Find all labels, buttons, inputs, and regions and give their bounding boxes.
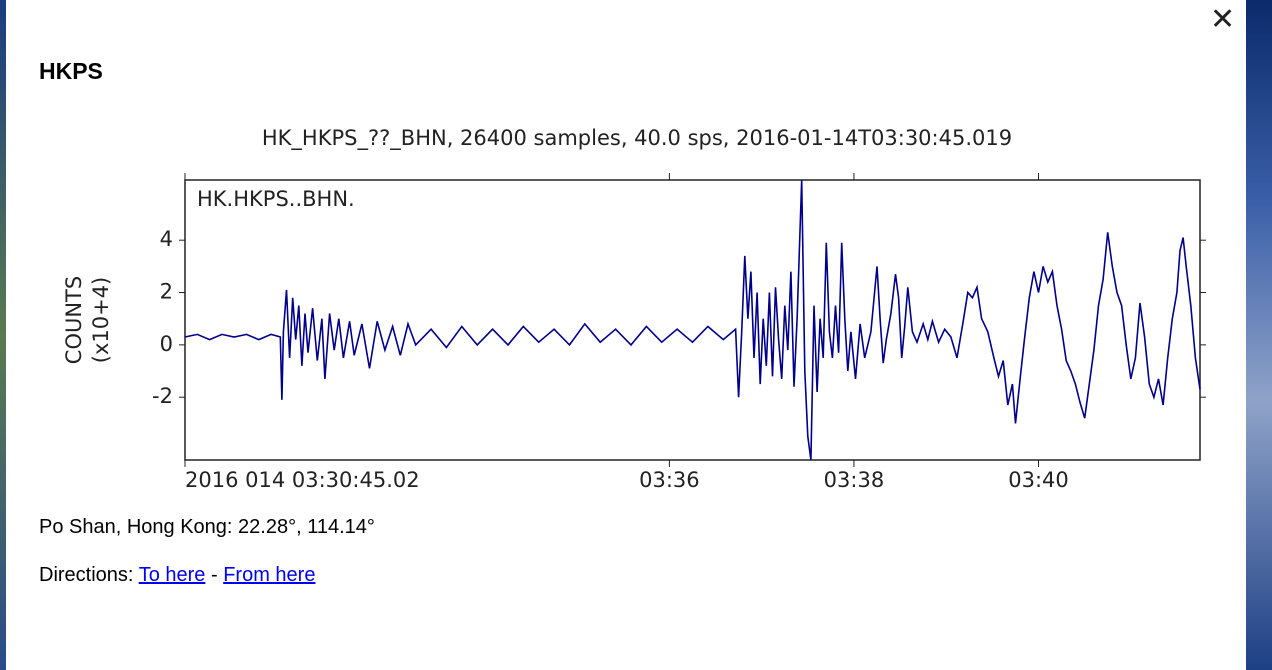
- y-axis-label: COUNTS: [62, 276, 86, 364]
- directions: Directions: To here - From here: [39, 564, 315, 587]
- waveform: [184, 179, 1201, 461]
- from-here-link[interactable]: From here: [223, 564, 316, 586]
- x-tick-label: 03:36: [639, 468, 700, 492]
- y-axis-label: (x10+4): [89, 277, 113, 364]
- close-button[interactable]: ✕: [1210, 3, 1236, 36]
- map-edge: [1246, 0, 1272, 670]
- annotation: HK.HKPS..BHN.: [197, 187, 355, 211]
- to-here-link[interactable]: To here: [138, 564, 206, 586]
- directions-label: Directions:: [39, 564, 134, 586]
- y-tick-label: -2: [152, 384, 173, 408]
- x-tick-label: 03:40: [1008, 468, 1069, 492]
- plot-frame: [184, 179, 1201, 461]
- separator: -: [210, 564, 218, 586]
- chart-title: HK_HKPS_??_BHN, 26400 samples, 40.0 sps,…: [262, 126, 1012, 151]
- y-tick-label: 0: [160, 332, 173, 356]
- chart: HK_HKPS_??_BHN, 26400 samples, 40.0 sps,…: [62, 126, 1206, 492]
- map-edge: [0, 0, 6, 670]
- y-tick-label: 2: [160, 280, 173, 304]
- x-tick-label: 2016 014 03:30:45.02: [185, 468, 420, 492]
- location: Po Shan, Hong Kong: 22.28°, 114.14°: [39, 516, 375, 538]
- x-tick-label: 03:38: [824, 468, 885, 492]
- popup-title: HKPS: [39, 58, 103, 84]
- y-tick-label: 4: [160, 227, 173, 251]
